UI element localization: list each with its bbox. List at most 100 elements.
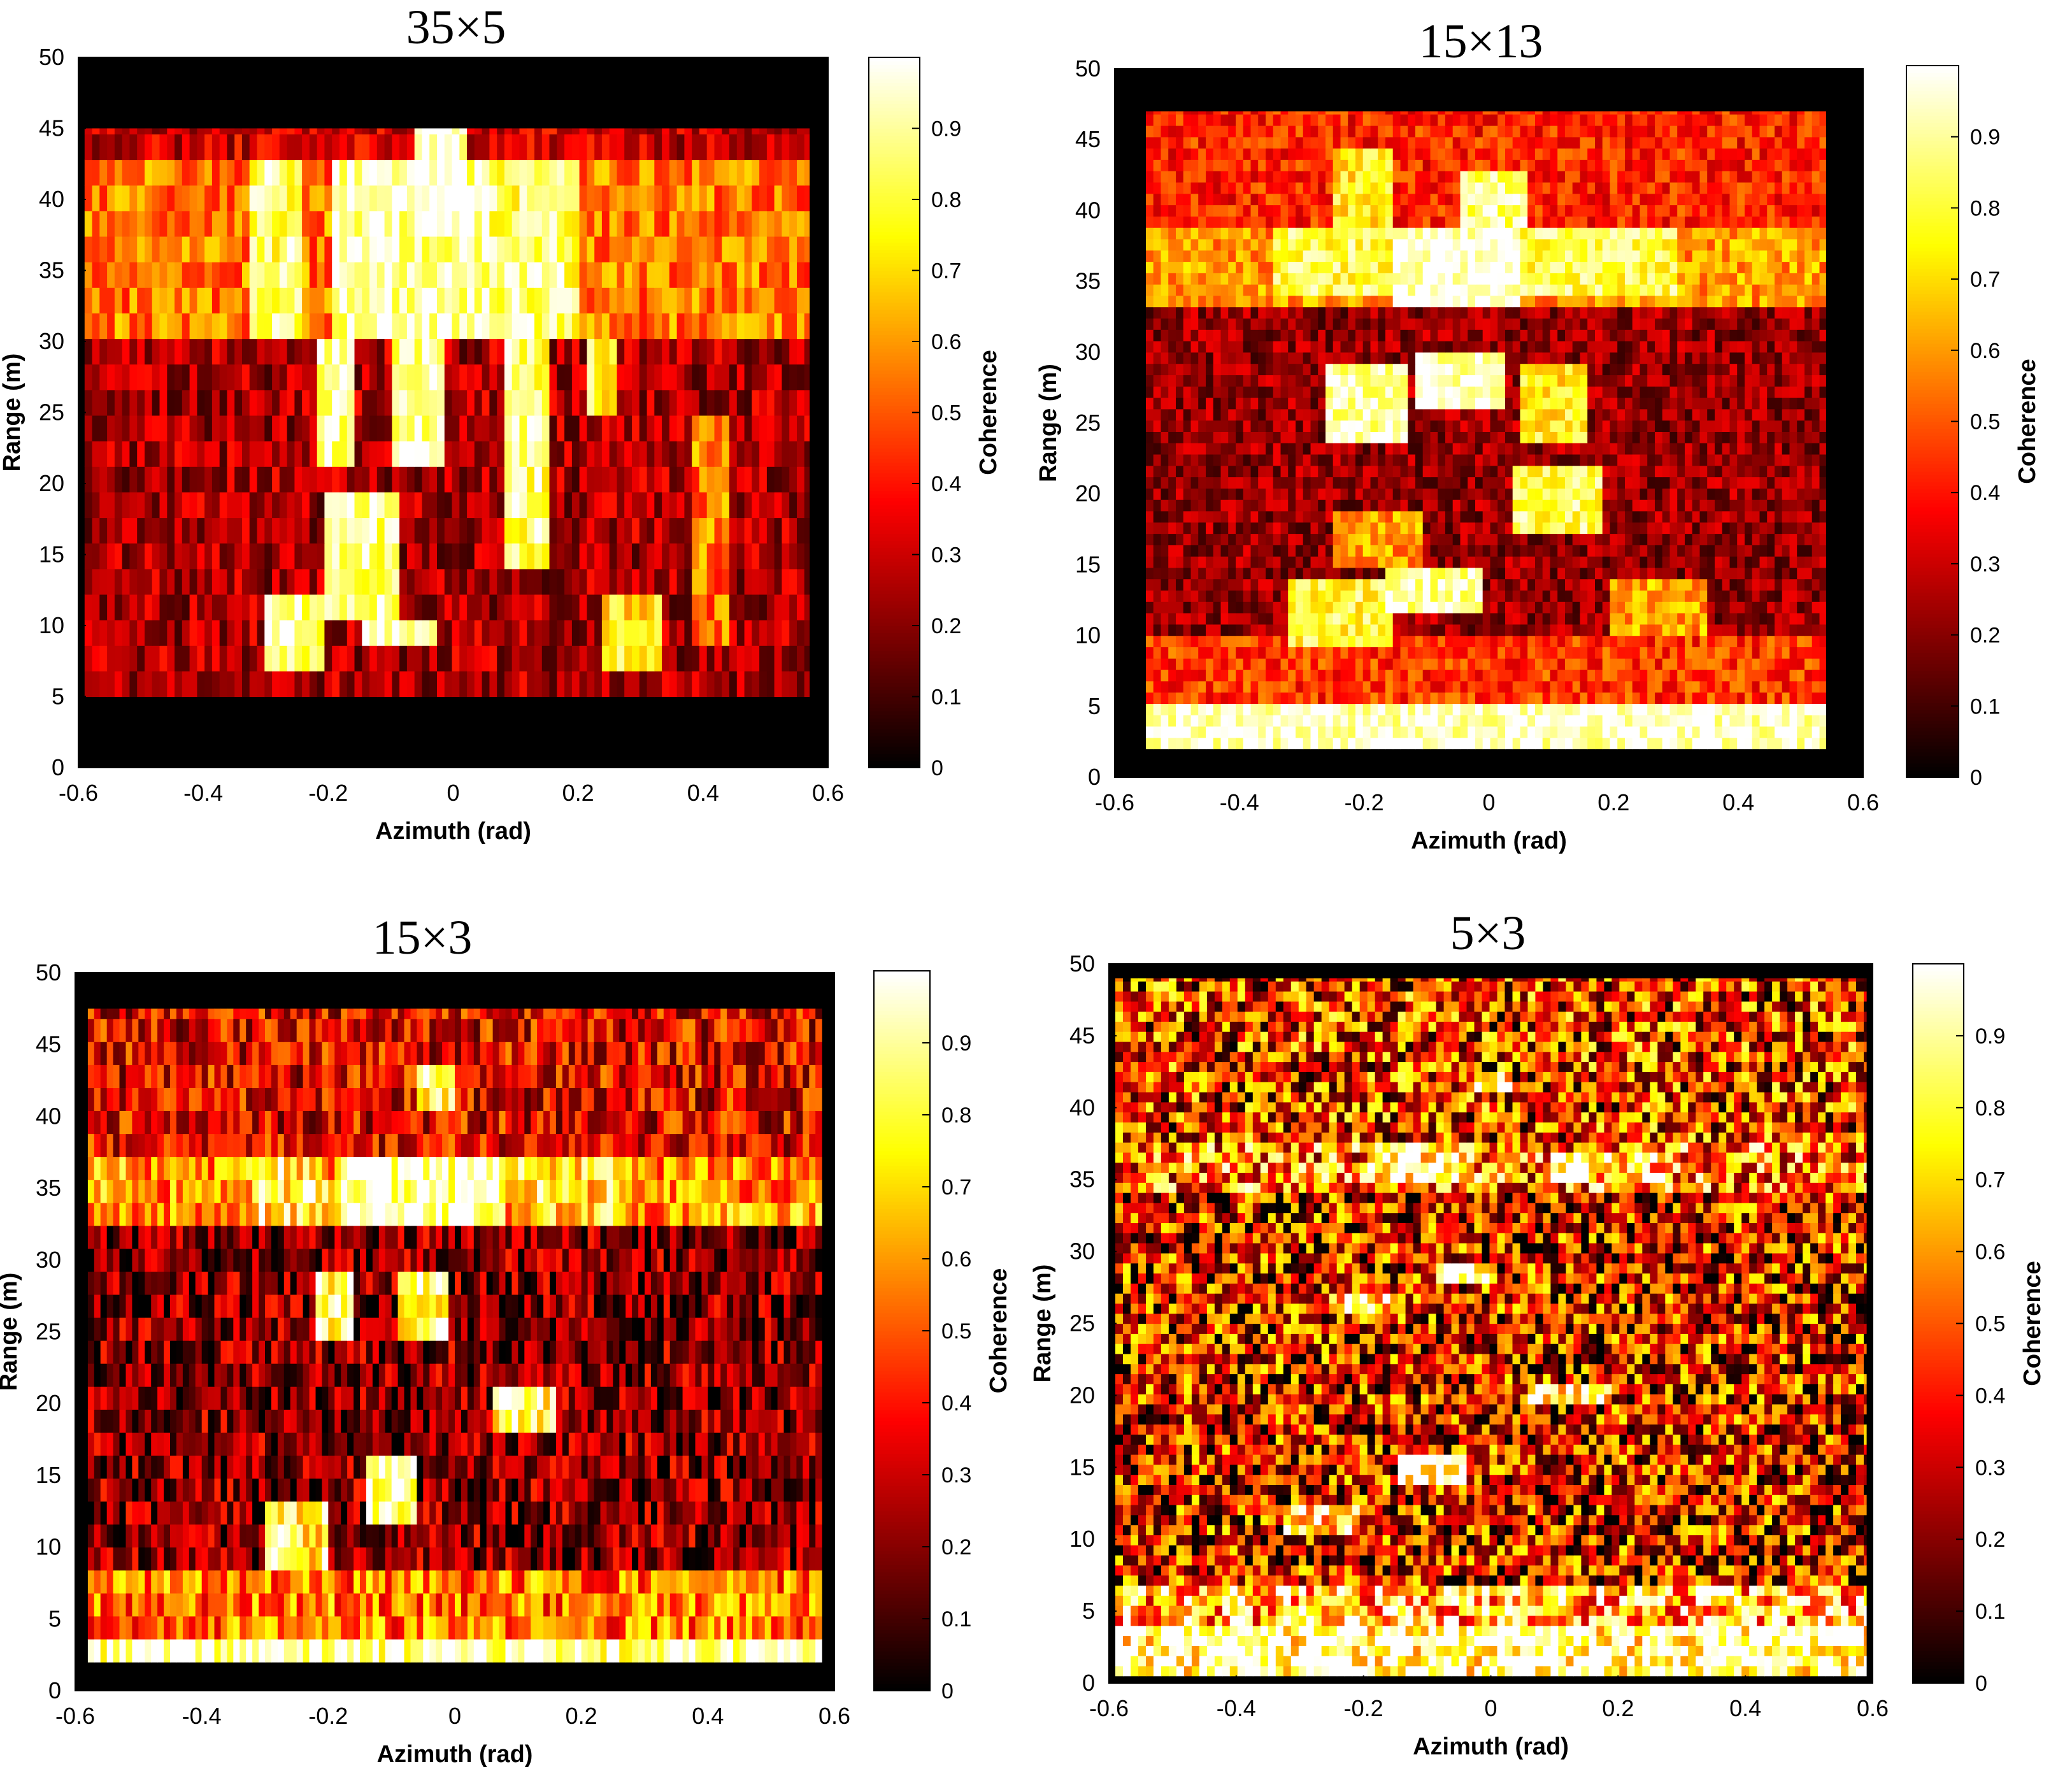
heatmap-cell [1348,670,1355,681]
heatmap-cell [542,134,550,160]
heatmap-cell [1617,466,1625,477]
heatmap-cell [339,594,347,620]
heatmap-cell [1520,624,1528,636]
heatmap-cell [1692,624,1700,636]
heatmap-cell [429,543,437,570]
colorbar-swatch [869,157,920,161]
heatmap-cell [1565,670,1573,681]
heatmap-cell [1161,568,1169,579]
heatmap-cell [167,466,175,492]
heatmap-cell [1326,568,1333,579]
heatmap-cell [1790,647,1797,658]
heatmap-cell [489,415,497,441]
heatmap-cell [662,129,669,135]
heatmap-cell [677,287,685,313]
heatmap-cell [1393,499,1401,511]
heatmap-cell [429,390,437,416]
heatmap-cell [1745,703,1752,715]
heatmap-cell [557,339,564,365]
heatmap-cell [1191,670,1199,681]
heatmap-cell [782,645,789,671]
heatmap-cell [99,569,107,595]
heatmap-cell [752,134,759,160]
heatmap-cell [1453,692,1461,704]
heatmap-cell [1745,601,1752,613]
heatmap-cell [1154,534,1161,545]
heatmap-cell [759,313,767,339]
heatmap-cell [737,543,745,570]
heatmap-cell [234,211,242,237]
heatmap-cell [1662,613,1670,624]
heatmap-cell [1423,511,1431,522]
heatmap-cell [415,160,422,186]
heatmap-cell [1565,499,1573,511]
heatmap-cell [1251,636,1259,647]
heatmap-cell [287,364,295,391]
heatmap-cell [715,441,722,467]
heatmap-cell [1423,738,1431,749]
heatmap-cell [1273,738,1281,749]
heatmap-cell [684,129,692,135]
heatmap-cell [1198,534,1206,545]
heatmap-cell [422,160,430,186]
heatmap-cell [1625,601,1633,613]
heatmap-cell [1490,715,1498,726]
heatmap-cell [1745,715,1752,726]
heatmap-cell [550,134,557,160]
heatmap-cell [489,620,497,646]
heatmap-cell [1587,522,1595,534]
heatmap-cell [1326,601,1333,613]
heatmap-cell [1633,579,1640,591]
heatmap-cell [1557,601,1565,613]
heatmap-cell [557,287,564,313]
heatmap-cell [1183,681,1191,692]
heatmap-cell [1415,477,1423,489]
heatmap-cell [1348,636,1355,647]
heatmap-cell [1483,466,1490,477]
heatmap-cell [789,129,797,135]
heatmap-cell [1266,658,1273,670]
heatmap-cell [422,287,430,313]
heatmap-cell [1348,658,1355,670]
heatmap-cell [662,364,669,391]
heatmap-cell [624,569,632,595]
heatmap-cell [85,313,92,339]
heatmap-cell [804,390,810,416]
heatmap-cell [1461,715,1468,726]
colorbar-swatch [869,747,920,750]
colorbar-swatch [869,423,920,427]
heatmap-cell [437,671,445,697]
heatmap-cell [1722,579,1730,591]
heatmap-cell [385,211,392,237]
heatmap-cell [1804,579,1812,591]
heatmap-cell [407,415,415,441]
heatmap-cell [640,466,647,492]
heatmap-cell [610,620,617,646]
heatmap-cell [745,160,752,186]
heatmap-cell [497,236,504,262]
heatmap-cell [1820,681,1826,692]
heatmap-cell [1775,466,1782,477]
heatmap-cell [1677,692,1685,704]
heatmap-cell [1318,568,1326,579]
heatmap-cell [782,390,789,416]
heatmap-cell [1355,522,1363,534]
heatmap-cell [160,671,168,697]
heatmap-cell [1303,466,1311,477]
heatmap-cell [1191,545,1199,556]
heatmap-cell [242,287,250,313]
heatmap-cell [1565,681,1573,692]
heatmap-cell [759,364,767,391]
heatmap-cell [1497,568,1505,579]
heatmap-cell [1281,499,1289,511]
heatmap-cell [1431,488,1438,499]
heatmap-cell [310,390,317,416]
colorbar-swatch [869,288,920,292]
heatmap-cell [1154,670,1161,681]
heatmap-cell [1445,454,1453,466]
heatmap-cell [467,211,475,237]
heatmap-cell [497,441,504,467]
heatmap-cell [190,415,197,441]
heatmap-cell [587,160,594,186]
colorbar-swatch [869,256,920,260]
